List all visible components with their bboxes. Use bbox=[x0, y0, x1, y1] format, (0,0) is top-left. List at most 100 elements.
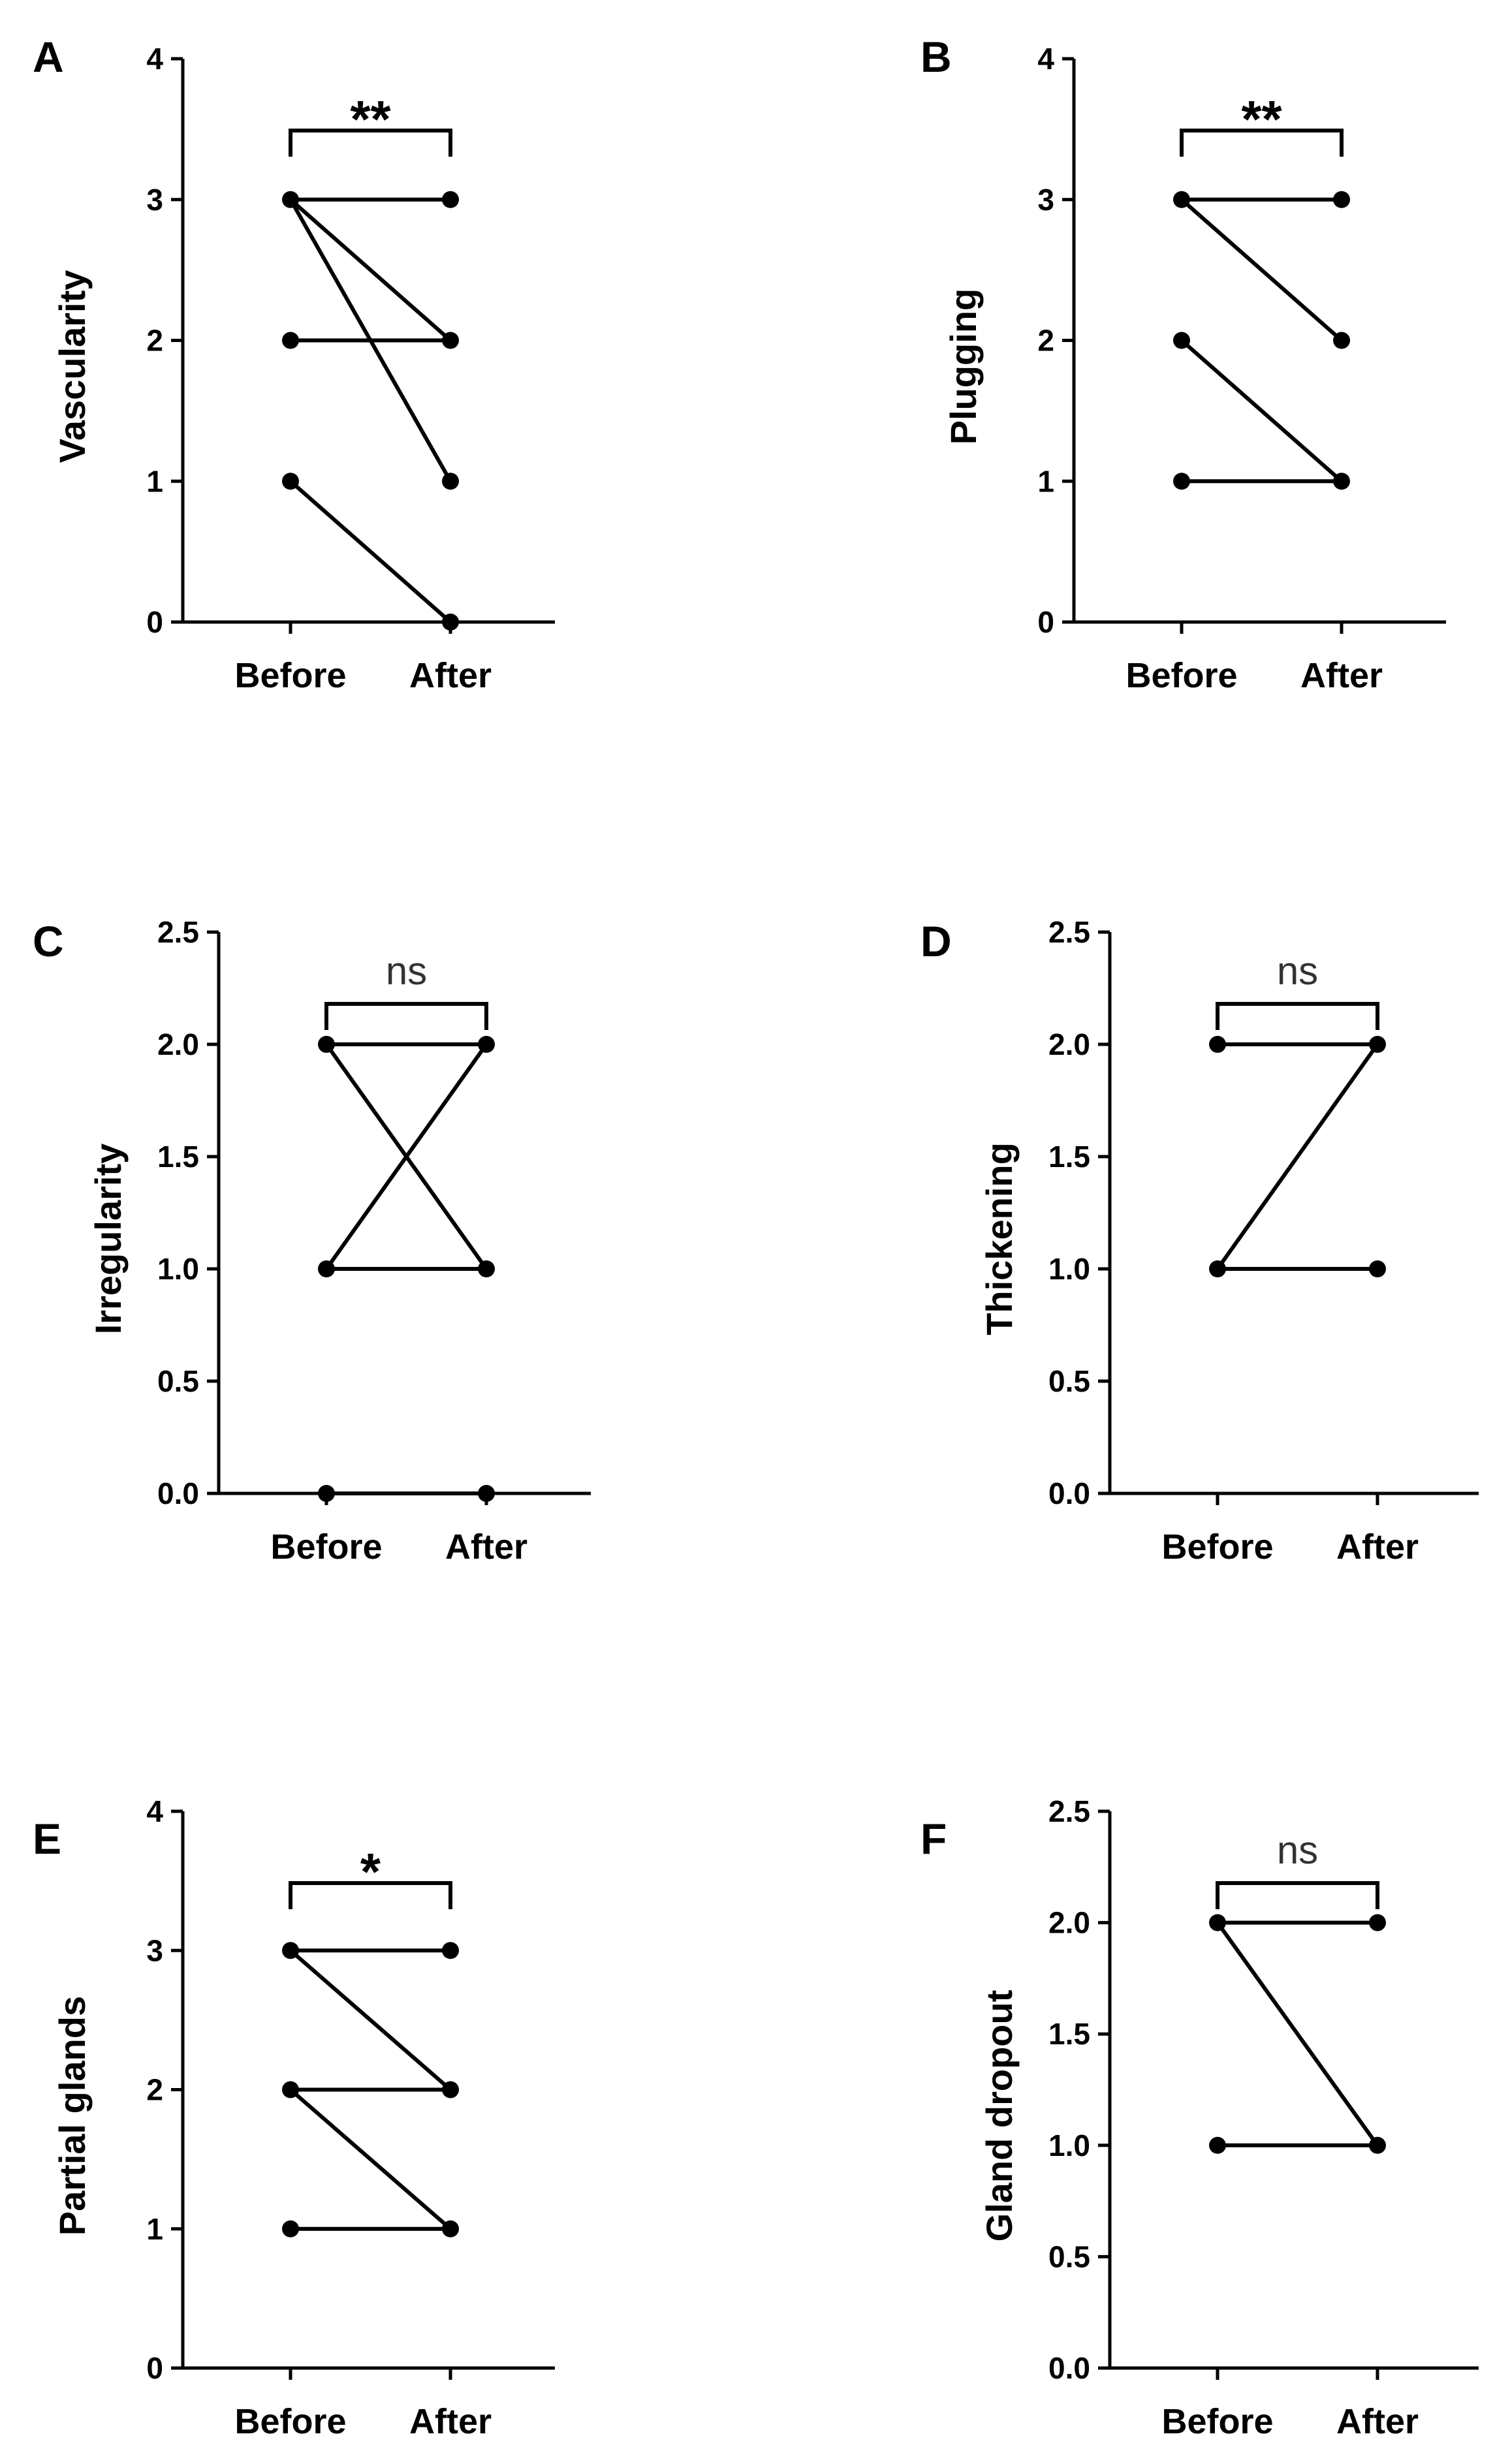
data-point bbox=[478, 1485, 495, 1502]
data-point bbox=[1369, 2136, 1386, 2154]
data-point bbox=[282, 2220, 299, 2238]
y-tick-label: 0.0 bbox=[157, 1476, 199, 1510]
y-tick-label: 4 bbox=[146, 42, 163, 76]
y-tick-label: 1.0 bbox=[1048, 2129, 1090, 2162]
y-tick-label: 2.5 bbox=[1048, 915, 1090, 949]
x-tick-label-before: Before bbox=[234, 2402, 346, 2441]
data-point bbox=[442, 2220, 459, 2238]
y-tick-label: 0 bbox=[146, 605, 163, 639]
data-point bbox=[442, 473, 459, 490]
y-tick-label: 1.5 bbox=[1048, 2017, 1090, 2051]
y-tick-label: 0.5 bbox=[157, 1364, 199, 1398]
x-tick-label-before: Before bbox=[270, 1527, 382, 1567]
panel-letter: F bbox=[920, 1815, 947, 1863]
pair-line-4 bbox=[289, 2088, 452, 2231]
data-point bbox=[1333, 473, 1350, 490]
pair-line-5 bbox=[289, 479, 452, 624]
data-point bbox=[1209, 1260, 1226, 1277]
panel-c: C 0.0 0.5 1.0 1.5 2.0 2.5 Before After Irregulari… bbox=[33, 915, 591, 1567]
panel-letter: D bbox=[920, 917, 952, 965]
y-tick-label: 4 bbox=[146, 1794, 163, 1828]
y-tick-label: 1.0 bbox=[1048, 1252, 1090, 1286]
significance-bracket bbox=[289, 1881, 452, 1909]
data-point bbox=[1209, 1036, 1226, 1053]
panel-letter: E bbox=[33, 1815, 61, 1863]
data-point bbox=[1369, 1914, 1386, 1931]
panel-b: B 0 1 2 3 4 Before After Plugging ** bbox=[920, 33, 1446, 695]
panel-f: F 0.0 0.5 1.0 1.5 2.0 2.5 Before After Gland drop… bbox=[920, 1794, 1479, 2441]
y-tick-label: 2.0 bbox=[1048, 1906, 1090, 1940]
data-point bbox=[442, 191, 459, 208]
data-point bbox=[442, 332, 459, 349]
x-tick-label-after: After bbox=[409, 656, 492, 695]
y-tick-label: 2.5 bbox=[157, 915, 199, 949]
significance-label: ** bbox=[350, 90, 391, 148]
panel-e: E 0 1 2 3 4 Before After Partial glands * bbox=[33, 1794, 555, 2441]
y-tick-label: 1 bbox=[146, 464, 163, 498]
data-point bbox=[1369, 1036, 1386, 1053]
y-tick-label: 2.0 bbox=[157, 1027, 199, 1061]
data-point bbox=[282, 332, 299, 349]
y-tick-label: 1.0 bbox=[157, 1252, 199, 1286]
x-tick-label-after: After bbox=[1336, 2402, 1419, 2441]
x-tick-label-after: After bbox=[445, 1527, 527, 1567]
significance-bracket bbox=[324, 1002, 488, 1030]
panel-d: D 0.0 0.5 1.0 1.5 2.0 2.5 Before After Thickening… bbox=[920, 915, 1479, 1567]
data-point bbox=[282, 2081, 299, 2098]
pair-line-2 bbox=[1180, 198, 1343, 342]
panel-letter: C bbox=[33, 917, 64, 965]
data-point bbox=[442, 2081, 459, 2098]
panel-a: A 0 1 2 3 4 Before After Vascularity ** bbox=[33, 33, 555, 695]
significance-bracket bbox=[289, 129, 452, 157]
y-tick-label: 2 bbox=[146, 324, 163, 358]
x-tick-label-after: After bbox=[409, 2402, 492, 2441]
x-tick-label-after: After bbox=[1336, 1527, 1419, 1567]
data-point bbox=[318, 1260, 335, 1277]
significance-bracket bbox=[1216, 1881, 1379, 1909]
data-point bbox=[318, 1485, 335, 1502]
y-tick-label: 4 bbox=[1037, 42, 1054, 76]
y-axis-label: Gland dropout bbox=[979, 1990, 1020, 2242]
data-point bbox=[1173, 332, 1190, 349]
data-point bbox=[282, 1942, 299, 1959]
y-tick-label: 0.5 bbox=[1048, 2239, 1090, 2273]
data-point bbox=[282, 473, 299, 490]
y-axis-label: Irregularity bbox=[87, 1144, 129, 1335]
y-tick-label: 1 bbox=[146, 2212, 163, 2246]
y-axis-label: Partial glands bbox=[52, 1996, 93, 2236]
y-tick-label: 0.0 bbox=[1048, 1476, 1090, 1510]
pair-line-2 bbox=[289, 198, 452, 342]
y-tick-label: 0.0 bbox=[1048, 2351, 1090, 2385]
y-axis-label: Thickening bbox=[979, 1142, 1020, 1335]
data-point bbox=[442, 614, 459, 631]
y-tick-label: 0.5 bbox=[1048, 1364, 1090, 1398]
pair-line-2 bbox=[1216, 1921, 1379, 2147]
panel-letter: A bbox=[33, 33, 64, 81]
data-point bbox=[1173, 473, 1190, 490]
data-point bbox=[282, 191, 299, 208]
y-tick-label: 1.5 bbox=[157, 1140, 199, 1174]
y-axis-label: Plugging bbox=[943, 289, 984, 445]
y-tick-label: 2.5 bbox=[1048, 1794, 1090, 1828]
y-tick-label: 3 bbox=[146, 183, 163, 217]
x-tick-label-before: Before bbox=[1161, 1527, 1273, 1567]
pair-line-3 bbox=[1180, 339, 1343, 483]
data-point bbox=[1209, 2136, 1226, 2154]
data-point bbox=[1333, 332, 1350, 349]
y-tick-label: 1 bbox=[1037, 464, 1054, 498]
x-tick-label-before: Before bbox=[1161, 2402, 1273, 2441]
y-tick-label: 0 bbox=[146, 2351, 163, 2385]
significance-bracket bbox=[1180, 129, 1344, 157]
significance-label: ns bbox=[1277, 949, 1318, 993]
data-point bbox=[442, 1942, 459, 1959]
pair-line-3 bbox=[324, 1043, 488, 1270]
data-point bbox=[478, 1036, 495, 1053]
y-tick-label: 2 bbox=[1037, 324, 1054, 358]
data-point bbox=[1369, 1260, 1386, 1277]
pair-line-2 bbox=[1216, 1043, 1379, 1270]
y-axis-label: Vascularity bbox=[52, 270, 93, 463]
y-tick-label: 1.5 bbox=[1048, 1140, 1090, 1174]
significance-label: ** bbox=[1241, 90, 1282, 148]
significance-bracket bbox=[1216, 1002, 1379, 1030]
